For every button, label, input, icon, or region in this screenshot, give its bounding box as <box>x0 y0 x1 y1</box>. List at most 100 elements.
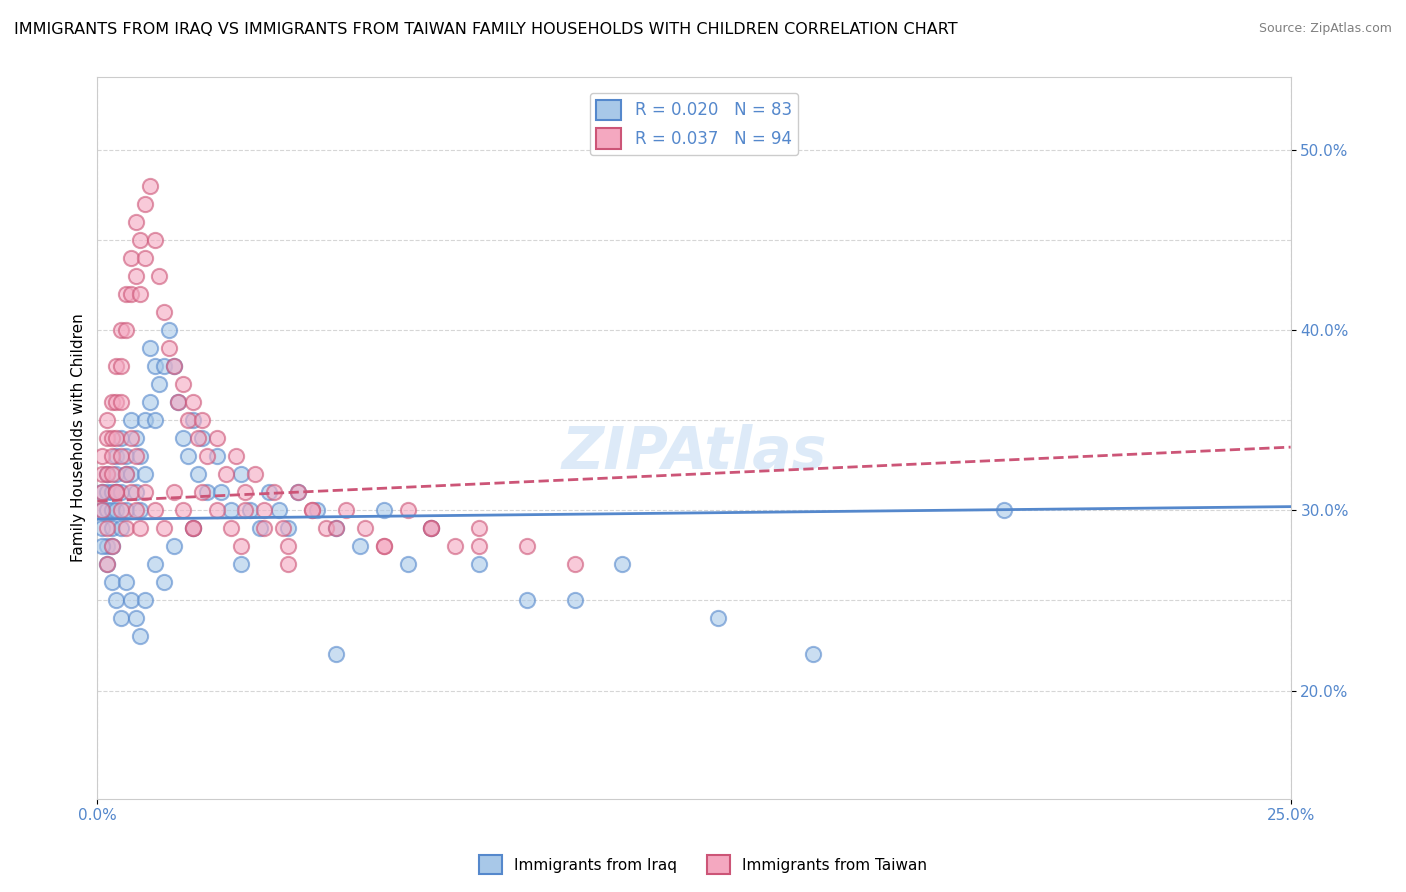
Point <box>181 395 204 409</box>
Point <box>96 558 118 572</box>
Point <box>373 539 395 553</box>
Point <box>129 521 152 535</box>
Point <box>205 431 228 445</box>
Point <box>115 467 138 482</box>
Point <box>325 521 347 535</box>
Point <box>139 178 162 193</box>
Point <box>110 431 132 445</box>
Point <box>143 503 166 517</box>
Point <box>96 558 118 572</box>
Point <box>129 449 152 463</box>
Point <box>233 503 256 517</box>
Point <box>134 413 156 427</box>
Point <box>181 521 204 535</box>
Point <box>468 558 491 572</box>
Point <box>120 485 142 500</box>
Point <box>143 413 166 427</box>
Text: Source: ZipAtlas.com: Source: ZipAtlas.com <box>1258 22 1392 36</box>
Point <box>148 268 170 283</box>
Point <box>163 485 186 500</box>
Point <box>163 539 186 553</box>
Point <box>110 503 132 517</box>
Point <box>239 503 262 517</box>
Point <box>253 503 276 517</box>
Point <box>167 395 190 409</box>
Point <box>315 521 337 535</box>
Point <box>120 467 142 482</box>
Point <box>100 521 122 535</box>
Point <box>143 558 166 572</box>
Point <box>993 503 1015 517</box>
Point <box>181 413 204 427</box>
Point <box>211 485 233 500</box>
Point <box>110 323 132 337</box>
Point <box>124 215 146 229</box>
Point <box>120 431 142 445</box>
Y-axis label: Family Households with Children: Family Households with Children <box>72 314 86 563</box>
Point <box>110 449 132 463</box>
Point <box>124 485 146 500</box>
Point <box>100 539 122 553</box>
Point <box>105 359 128 373</box>
Point <box>134 593 156 607</box>
Point <box>249 521 271 535</box>
Point <box>205 503 228 517</box>
Point <box>105 593 128 607</box>
Point <box>115 521 138 535</box>
Point <box>105 503 128 517</box>
Point <box>96 467 118 482</box>
Point <box>215 467 238 482</box>
Point <box>100 449 122 463</box>
Point <box>420 521 443 535</box>
Point <box>157 341 180 355</box>
Point <box>91 503 114 517</box>
Point <box>225 449 247 463</box>
Point <box>564 593 586 607</box>
Point <box>273 521 295 535</box>
Point <box>172 376 194 391</box>
Point <box>191 413 214 427</box>
Point <box>115 323 138 337</box>
Point <box>105 395 128 409</box>
Point <box>305 503 328 517</box>
Legend: R = 0.020   N = 83, R = 0.037   N = 94: R = 0.020 N = 83, R = 0.037 N = 94 <box>589 93 799 155</box>
Point <box>444 539 467 553</box>
Point <box>96 467 118 482</box>
Point <box>301 503 323 517</box>
Point <box>91 467 114 482</box>
Point <box>468 539 491 553</box>
Point <box>105 449 128 463</box>
Point <box>91 503 114 517</box>
Point <box>277 558 299 572</box>
Point <box>263 485 285 500</box>
Point <box>91 521 114 535</box>
Point <box>277 521 299 535</box>
Point <box>353 521 375 535</box>
Point <box>91 485 114 500</box>
Point <box>110 359 132 373</box>
Point <box>420 521 443 535</box>
Point <box>195 449 218 463</box>
Point <box>100 575 122 590</box>
Point <box>233 485 256 500</box>
Point <box>287 485 309 500</box>
Point <box>143 233 166 247</box>
Point <box>91 449 114 463</box>
Point <box>301 503 323 517</box>
Point <box>96 539 118 553</box>
Point <box>219 521 242 535</box>
Point <box>110 485 132 500</box>
Point <box>105 485 128 500</box>
Point <box>219 503 242 517</box>
Point <box>420 521 443 535</box>
Text: IMMIGRANTS FROM IRAQ VS IMMIGRANTS FROM TAIWAN FAMILY HOUSEHOLDS WITH CHILDREN C: IMMIGRANTS FROM IRAQ VS IMMIGRANTS FROM … <box>14 22 957 37</box>
Point <box>396 503 419 517</box>
Point <box>267 503 290 517</box>
Point <box>172 431 194 445</box>
Point <box>191 431 214 445</box>
Point <box>163 359 186 373</box>
Point <box>120 251 142 265</box>
Point <box>134 467 156 482</box>
Point <box>153 575 176 590</box>
Point <box>115 449 138 463</box>
